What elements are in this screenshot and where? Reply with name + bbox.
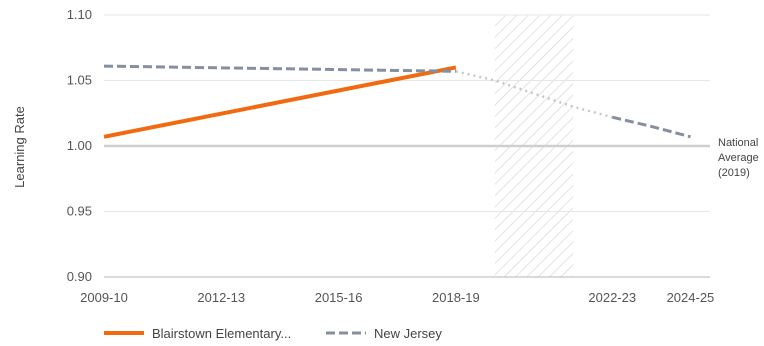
reference-line-label: Average <box>718 152 759 164</box>
reference-line-group: National Average (2019) <box>104 137 759 179</box>
x-tick-label: 2024-25 <box>667 290 715 305</box>
legend: Blairstown Elementary... New Jersey <box>104 326 442 341</box>
y-tick-label: 1.00 <box>67 138 92 153</box>
y-tick-label: 1.05 <box>67 73 92 88</box>
y-tick-label: 0.90 <box>67 269 92 284</box>
reference-line-label: National <box>718 137 758 149</box>
series-line-3 <box>611 115 691 139</box>
y-tick-label: 0.95 <box>67 204 92 219</box>
series-lines <box>103 64 691 139</box>
gridlines <box>104 14 710 278</box>
series-line-1 <box>103 64 456 73</box>
y-axis-label: Learning Rate <box>12 106 27 188</box>
x-tick-label: 2015-16 <box>315 290 363 305</box>
legend-label: Blairstown Elementary... <box>152 326 291 341</box>
y-tick-label: 1.10 <box>67 7 92 22</box>
legend-label: New Jersey <box>374 326 442 341</box>
x-tick-label: 2022-23 <box>588 290 636 305</box>
x-tick-label: 2012-13 <box>197 290 245 305</box>
x-tick-label: 2018-19 <box>432 290 480 305</box>
x-tick-labels: 2009-10 2012-13 2015-16 2018-19 2022-23 2024-… <box>80 290 714 305</box>
y-tick-labels: 0.90 0.95 1.00 1.05 1.10 <box>67 7 92 284</box>
series-line-0 <box>103 65 457 139</box>
reference-line-label: (2019) <box>718 167 750 179</box>
x-tick-label: 2009-10 <box>80 290 128 305</box>
